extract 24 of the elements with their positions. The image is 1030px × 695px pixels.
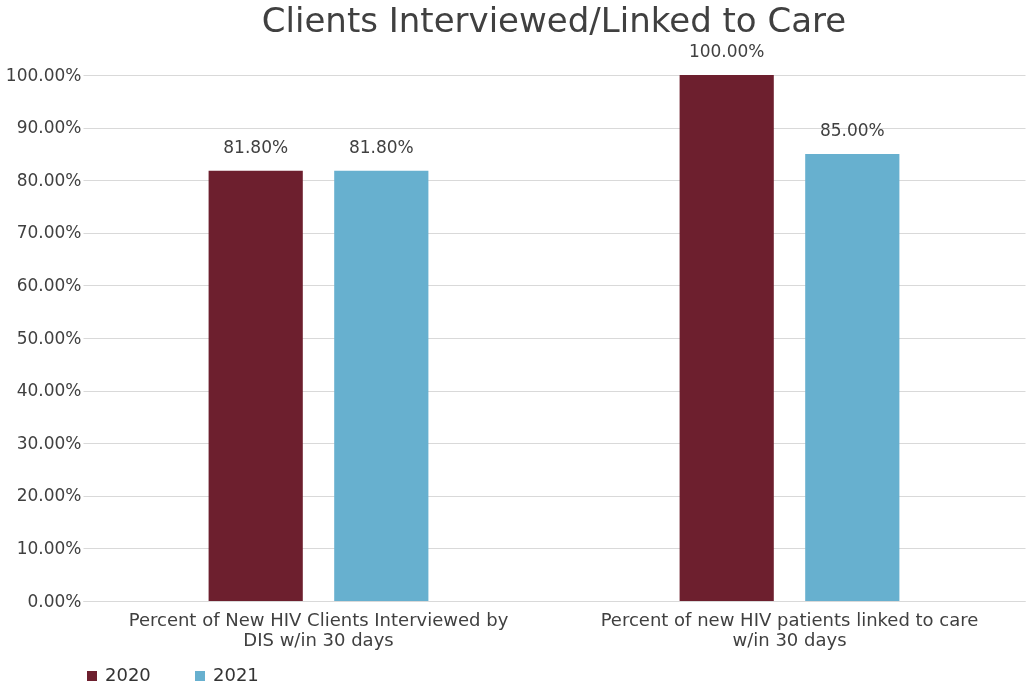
y-tick-label: 60.00% <box>16 274 82 295</box>
y-tick-label: 50.00% <box>16 327 82 348</box>
bar <box>334 170 429 601</box>
y-tick-label: 90.00% <box>16 117 82 138</box>
data-label: 100.00% <box>688 41 765 61</box>
legend-label: 2021 <box>213 664 259 685</box>
y-tick-label: 80.00% <box>16 169 82 190</box>
y-tick-label: 70.00% <box>16 222 82 243</box>
chart-title: Clients Interviewed/Linked to Care <box>261 0 847 40</box>
bar <box>679 75 774 601</box>
x-tick-label: Percent of new HIV patients linked to care w/in 30 days <box>600 608 979 650</box>
y-tick-label: 20.00% <box>16 485 82 506</box>
data-label: 81.80% <box>223 136 289 157</box>
y-tick-label: 100.00% <box>5 64 82 85</box>
y-tick-label: 40.00% <box>16 380 82 401</box>
legend-label: 2020 <box>105 664 151 685</box>
data-label: 85.00% <box>819 119 885 140</box>
y-tick-label: 30.00% <box>16 432 82 453</box>
y-tick-label: 0.00% <box>27 590 82 611</box>
bar <box>208 170 303 601</box>
y-tick-label: 10.00% <box>16 537 82 558</box>
data-label: 81.80% <box>348 136 414 157</box>
x-tick-label: Percent of New HIV Clients Interviewed by DIS w/in 30 days <box>128 608 509 650</box>
bar <box>805 153 900 601</box>
